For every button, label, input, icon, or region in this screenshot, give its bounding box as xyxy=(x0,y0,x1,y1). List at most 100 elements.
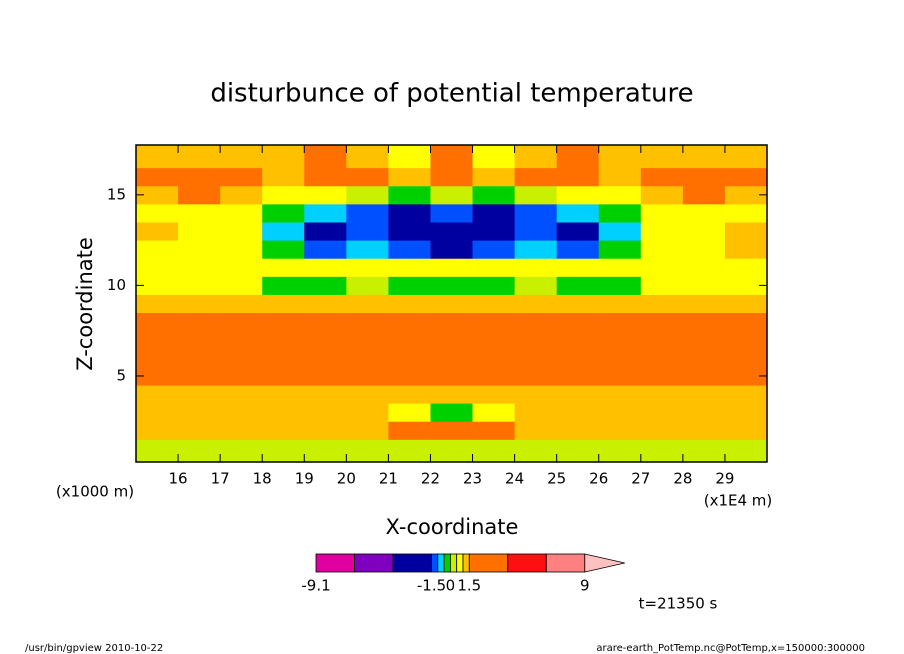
field-cell xyxy=(472,330,516,350)
field-cell xyxy=(136,348,179,368)
y-tick-label: 5 xyxy=(116,366,126,384)
field-cell xyxy=(220,145,263,169)
field-cell xyxy=(514,258,558,277)
field-cell xyxy=(598,276,642,295)
colorbar-segment xyxy=(431,553,439,573)
field-cell xyxy=(346,145,389,169)
field-cell xyxy=(724,421,767,440)
field-cell xyxy=(220,240,263,259)
field-cell xyxy=(598,258,642,277)
field-cell xyxy=(598,403,642,422)
field-cell xyxy=(556,203,600,223)
field-cell xyxy=(178,421,221,440)
field-cell xyxy=(472,276,516,295)
field-cell xyxy=(304,294,347,314)
field-cell xyxy=(682,403,726,422)
y-tick-label: 15 xyxy=(107,185,126,203)
field-cell xyxy=(178,385,221,404)
field-cell xyxy=(388,221,431,241)
field-cell xyxy=(346,258,389,277)
field-cell xyxy=(346,366,389,386)
field-cell xyxy=(556,221,600,241)
field-cell xyxy=(430,439,474,462)
field-cell xyxy=(262,403,305,422)
field-cell xyxy=(178,167,221,187)
field-cell xyxy=(472,185,516,205)
field-cell xyxy=(640,258,684,277)
field-cell xyxy=(388,258,431,277)
field-cell xyxy=(430,312,474,332)
field-cell xyxy=(598,348,642,368)
x-tick-label: 25 xyxy=(547,470,566,488)
field-cell xyxy=(472,294,516,314)
field-cell xyxy=(388,240,431,259)
field-cell xyxy=(262,421,305,440)
field-cell xyxy=(724,312,767,332)
field-cell xyxy=(304,203,347,223)
colorbar-label: -1.5 xyxy=(417,577,446,595)
field-cell xyxy=(136,185,179,205)
field-cell xyxy=(472,348,516,368)
field-cell xyxy=(178,203,221,223)
field-cell xyxy=(220,403,263,422)
field-cell xyxy=(388,203,431,223)
x-tick-label: 26 xyxy=(589,470,608,488)
field-cell xyxy=(514,312,558,332)
field-cell xyxy=(514,385,558,404)
field-cell xyxy=(556,348,600,368)
field-cell xyxy=(640,145,684,169)
field-cell xyxy=(472,221,516,241)
field-cell xyxy=(556,366,600,386)
field-cell xyxy=(220,203,263,223)
field-cell xyxy=(682,145,726,169)
field-cell xyxy=(682,240,726,259)
field-cell xyxy=(220,385,263,404)
field-cell xyxy=(682,203,726,223)
field-cell xyxy=(556,330,600,350)
field-cell xyxy=(136,385,179,404)
field-cell xyxy=(430,145,474,169)
field-cell xyxy=(598,240,642,259)
field-cell xyxy=(514,366,558,386)
colorbar-segment xyxy=(315,553,355,573)
field-cell xyxy=(514,185,558,205)
field-cell xyxy=(514,403,558,422)
field-cell xyxy=(388,330,431,350)
field-cell xyxy=(556,145,600,169)
field-cell xyxy=(262,385,305,404)
field-cell xyxy=(430,421,474,440)
colorbar-extension xyxy=(584,553,625,573)
field-cell xyxy=(682,167,726,187)
field-cell xyxy=(640,385,684,404)
field-cell xyxy=(430,258,474,277)
field-cell xyxy=(136,145,179,169)
colorbar-segment xyxy=(392,553,432,573)
time-label: t=21350 s xyxy=(639,595,718,613)
field-cell xyxy=(472,421,516,440)
field-cell xyxy=(724,294,767,314)
field-cell xyxy=(262,276,305,295)
colorbar-segment xyxy=(462,553,470,573)
field-cell xyxy=(136,439,179,462)
field-cell xyxy=(598,294,642,314)
colorbar-segment xyxy=(468,553,509,573)
field-cell xyxy=(682,276,726,295)
field-cell xyxy=(220,421,263,440)
field-cell xyxy=(178,312,221,332)
field-cell xyxy=(598,203,642,223)
field-cell xyxy=(178,348,221,368)
field-cell xyxy=(220,330,263,350)
field-cell xyxy=(346,312,389,332)
field-cell xyxy=(598,221,642,241)
field-cell xyxy=(472,403,516,422)
field-cell xyxy=(346,385,389,404)
field-cell xyxy=(220,185,263,205)
field-cell xyxy=(346,167,389,187)
field-cell xyxy=(640,240,684,259)
field-cell xyxy=(724,167,767,187)
field-cell xyxy=(640,330,684,350)
y-axis-label: Z-coordinate xyxy=(73,237,97,371)
field-cell xyxy=(724,240,767,259)
field-cell xyxy=(682,221,726,241)
